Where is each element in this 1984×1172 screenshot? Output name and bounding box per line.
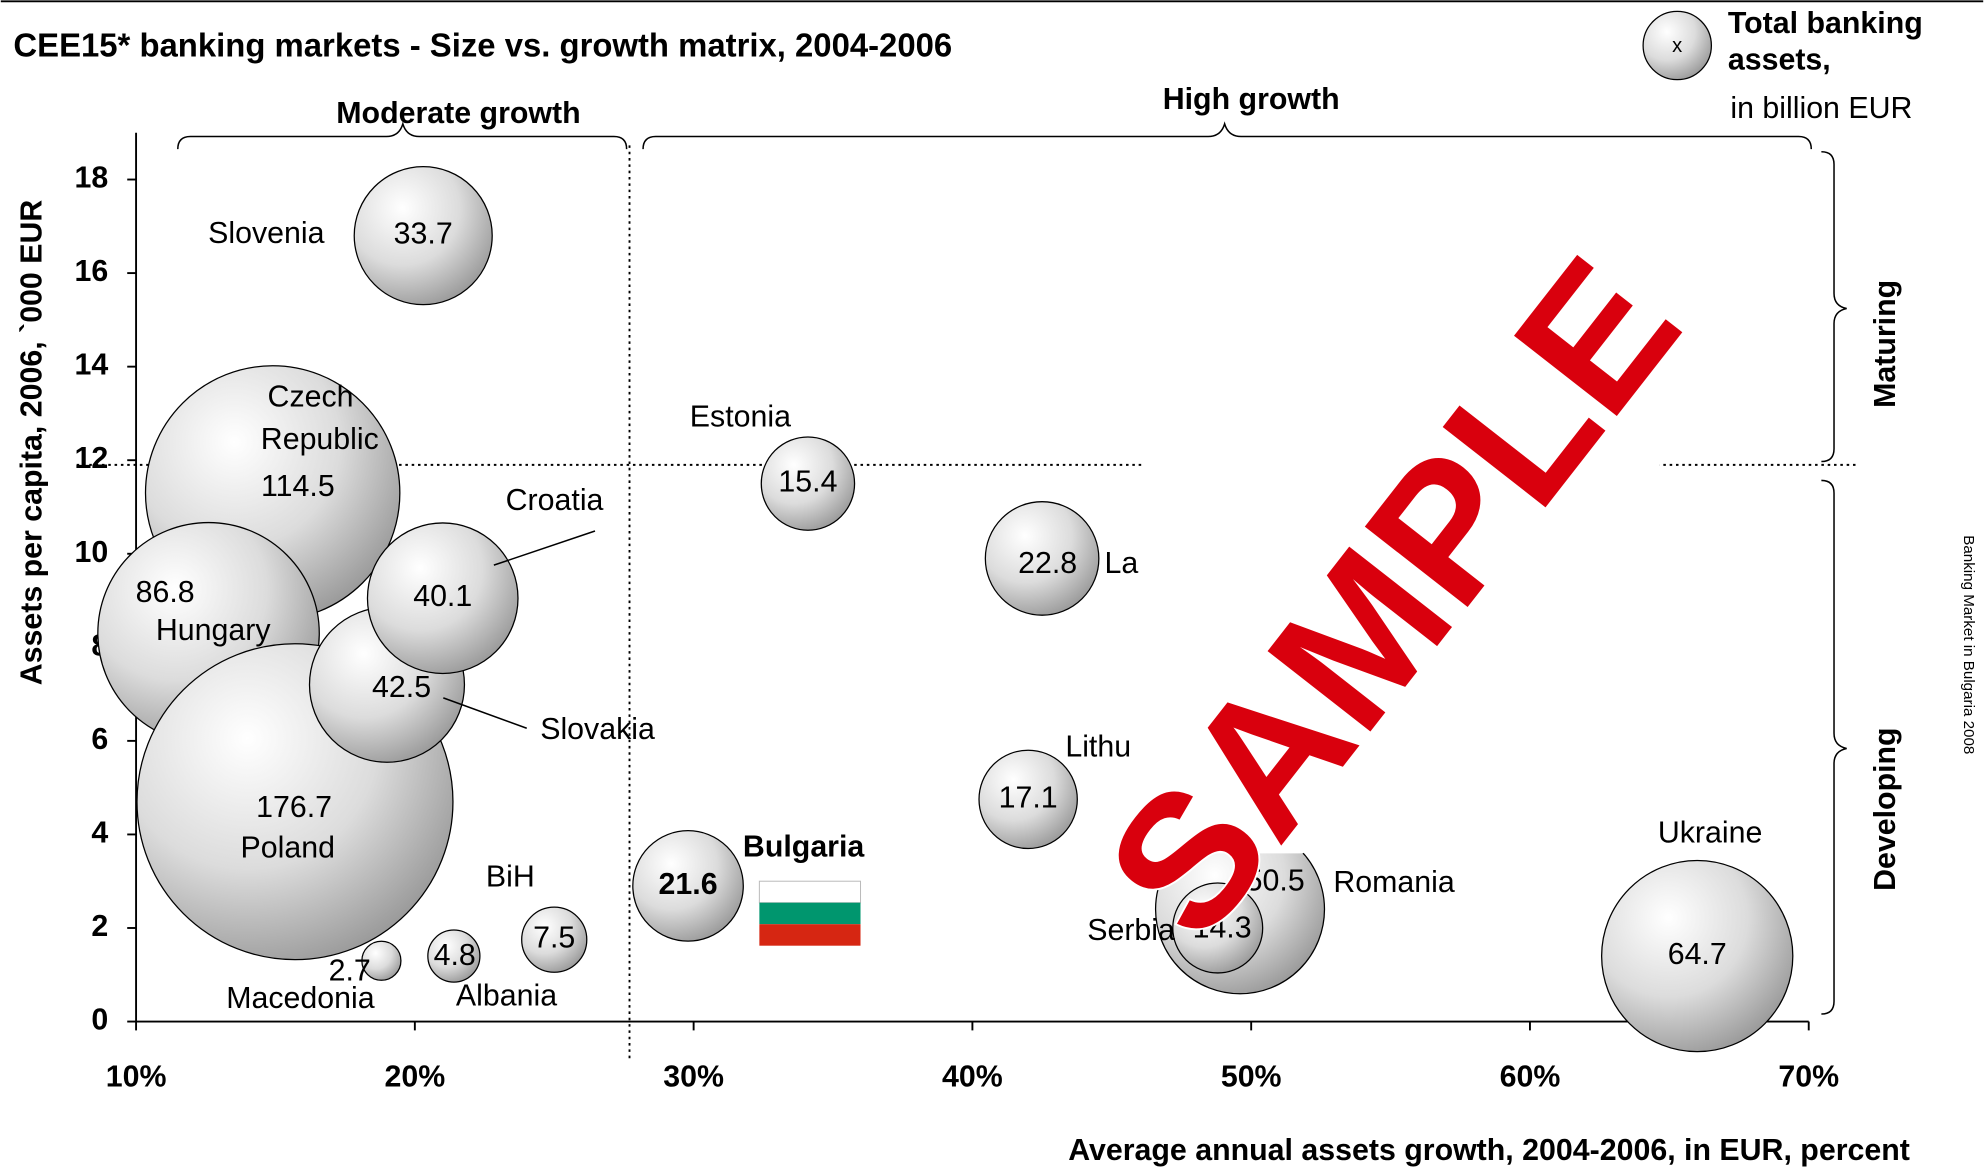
x-axis-label: Average annual assets growth, 2004-2006,… [1068, 1134, 1910, 1167]
maturing-bracket [1821, 150, 1847, 463]
legend-bubble [1642, 10, 1713, 81]
point-label: Bulgaria [743, 830, 865, 863]
flag-white [758, 880, 862, 904]
leader-line [493, 530, 596, 566]
value-label: 2.7 [329, 954, 371, 987]
point-label: La [1105, 547, 1139, 580]
y-tick-label: 12 [75, 442, 109, 475]
point-label: Serbia [1087, 914, 1175, 947]
point-label: Lithu [1065, 730, 1131, 763]
point-label: Slovakia [540, 713, 655, 746]
bubble [632, 830, 744, 942]
flag-green [759, 902, 861, 925]
value-label: 4.8 [434, 939, 476, 972]
maturing-label: Maturing [1869, 280, 1902, 408]
x-tick-label: 40% [942, 1060, 1003, 1093]
bubble [366, 522, 519, 675]
chart-title: CEE15* banking markets - Size vs. growth… [13, 27, 952, 64]
x-tick-label: 10% [106, 1060, 167, 1093]
value-label: 50.5 [1246, 864, 1305, 897]
point-label: Ukraine [1658, 816, 1763, 849]
point-label: Czech Republic [252, 380, 378, 456]
point-label: Albania [456, 980, 557, 1013]
x-tick-label: 20% [384, 1060, 445, 1093]
point-label: BiH [486, 861, 535, 894]
bubble [984, 501, 1100, 616]
leader-line [443, 697, 527, 729]
y-tick-label: 0 [91, 1004, 108, 1037]
bubble [361, 940, 402, 981]
moderate-bracket [177, 121, 628, 150]
value-label: 86.8 [136, 576, 195, 609]
y-tick-label: 18 [75, 162, 109, 195]
point-label: Macedonia [226, 982, 375, 1015]
bubble [1172, 882, 1264, 974]
legend-title-box: Total banking assets, [1727, 6, 1923, 78]
point-label: Hungary [156, 614, 271, 647]
point-label: Slovenia [208, 217, 324, 250]
value-label: 176.7 [256, 791, 332, 824]
bubble [521, 906, 588, 973]
point-label: Romania [1333, 866, 1455, 899]
value-label: 40.1 [413, 580, 472, 613]
legend-symbol: x [1672, 35, 1682, 57]
y-tick-label: 2 [91, 910, 108, 943]
x-tick-label: 30% [663, 1060, 724, 1093]
value-label: 7.5 [533, 922, 575, 955]
legend-unit: in billion EUR [1730, 92, 1912, 125]
developing-bracket [1821, 479, 1847, 1015]
bubble [353, 166, 493, 306]
y-axis-label: Assets per capita, 2006, `000 EUR [16, 200, 49, 686]
flag-red [759, 924, 861, 946]
developing-label: Developing [1869, 727, 1902, 890]
value-label: 21.6 [659, 868, 718, 901]
high-label: High growth [1163, 83, 1340, 116]
value-label: 17.1 [999, 781, 1058, 814]
value-label: 64.7 [1668, 938, 1727, 971]
y-tick-label: 10 [75, 536, 109, 569]
watermark-bg [1142, 356, 1660, 854]
high-bracket [642, 121, 1813, 150]
value-label: 42.5 [372, 671, 431, 704]
value-label: 114.5 [261, 470, 335, 503]
point-label: Croatia [506, 484, 604, 517]
value-label: 14.3 [1193, 911, 1252, 944]
y-tick-label: 14 [75, 349, 109, 382]
point-label: Estonia [690, 400, 791, 433]
point-label: Poland [241, 832, 335, 865]
bubble [760, 436, 856, 531]
x-tick-label: 50% [1221, 1060, 1282, 1093]
legend-title: Total banking assets, [1727, 6, 1923, 78]
side-note: Banking Market in Bulgaria 2008 [1960, 535, 1977, 754]
value-label: 15.4 [778, 466, 837, 499]
bubble [978, 749, 1078, 850]
bubble [427, 929, 481, 983]
y-tick-label: 16 [75, 255, 109, 288]
value-label: 33.7 [394, 218, 453, 251]
moderate-label: Moderate growth [336, 97, 580, 130]
y-tick-label: 6 [91, 723, 108, 756]
bubble [1600, 859, 1794, 1053]
value-label: 22.8 [1018, 547, 1077, 580]
x-tick-label: 70% [1778, 1060, 1839, 1093]
y-tick-label: 4 [91, 816, 108, 849]
x-tick-label: 60% [1500, 1060, 1561, 1093]
